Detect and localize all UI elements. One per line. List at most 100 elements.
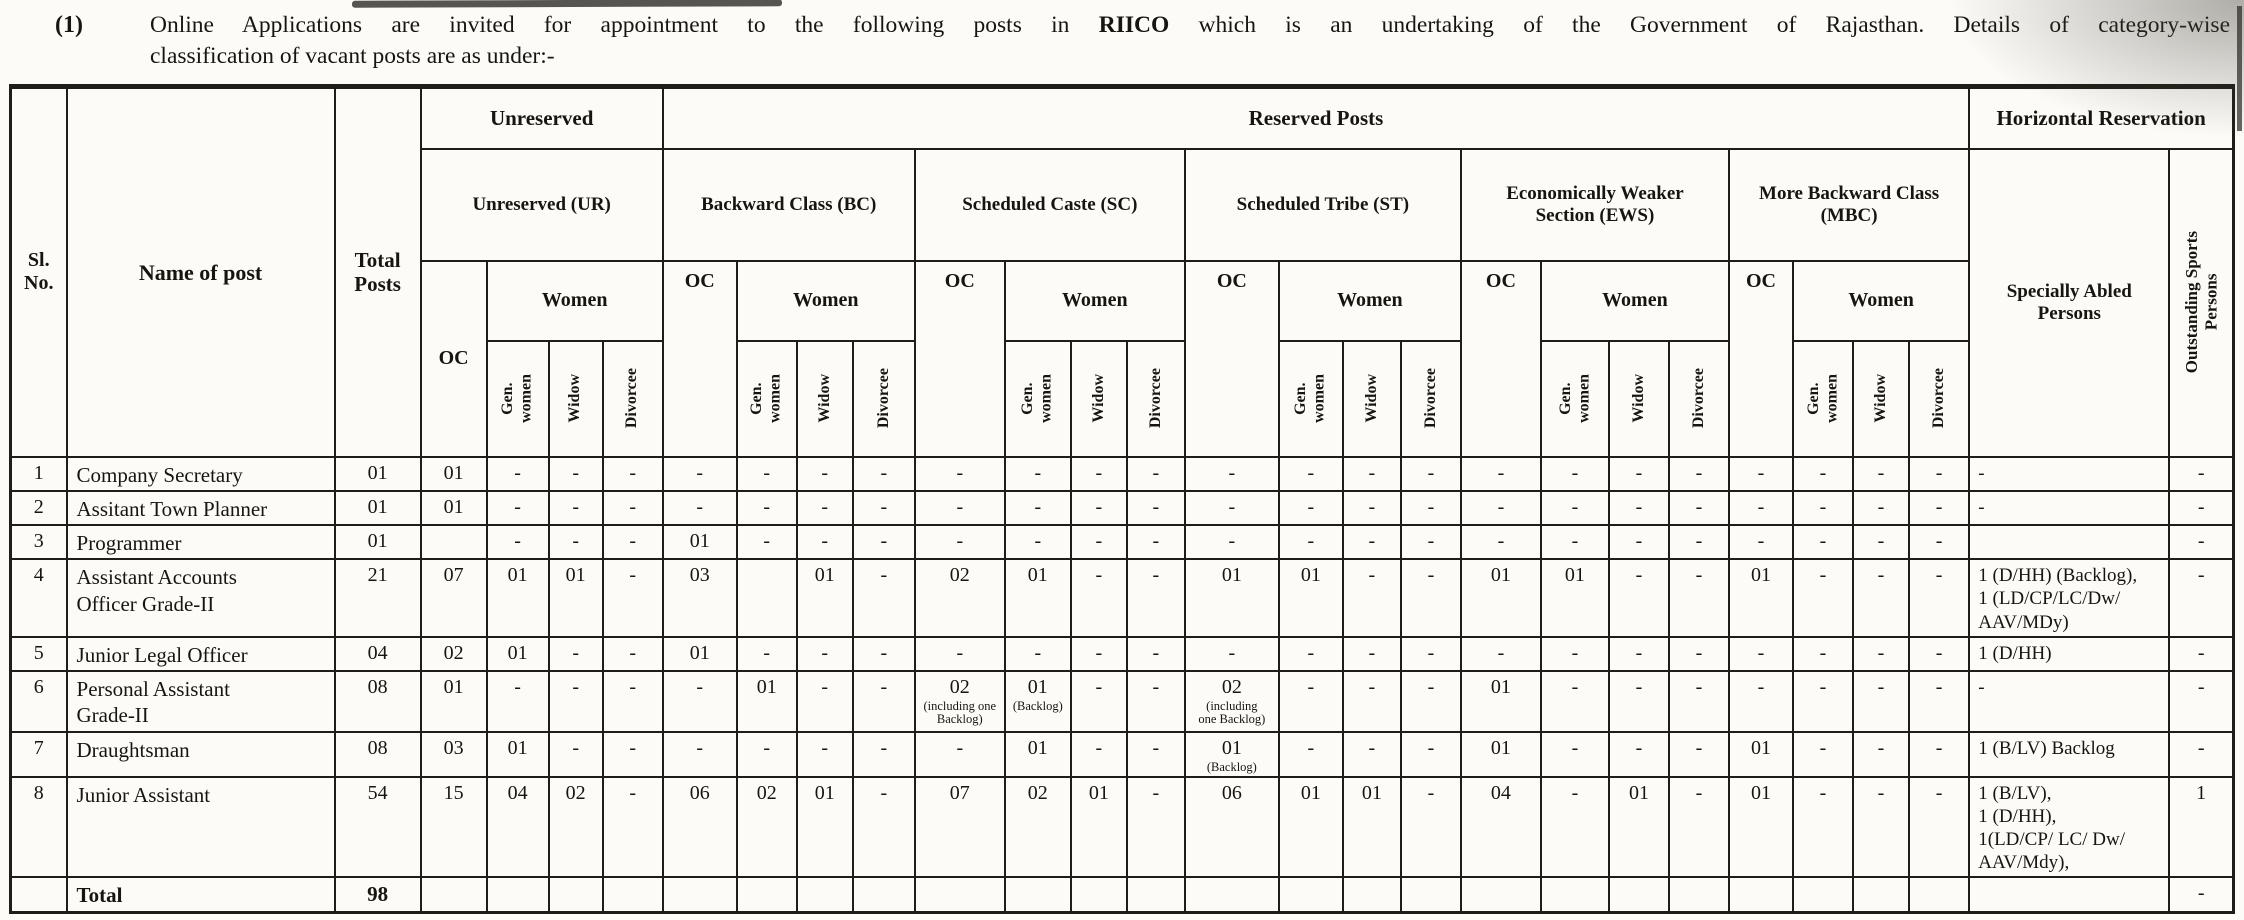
category-cell: - [1851,558,1911,638]
category-cell: 01 [1459,558,1542,638]
header-gen-women-label: Gen. women [1292,374,1328,423]
category-cell: - [1667,523,1730,561]
category-cell: - [913,489,1006,527]
category-cell: - [1727,489,1794,527]
total-posts-value: 01 [333,523,422,561]
header-widow: Widow [1851,339,1911,458]
category-cell: - [1277,523,1344,561]
header-category-sc: Scheduled Caste (SC) [913,147,1186,262]
category-cell [601,876,664,914]
category-cell: 01 [795,558,854,638]
category-cell: 02 (including one Backlog) [1183,670,1280,733]
category-cell: - [1851,730,1911,778]
text-segment: RIICO [1098,12,1170,38]
header-oc-st: OC [1183,259,1280,458]
item-number: (1) [55,12,83,38]
header-outstanding-sports-label: Outstanding Sports Persons [2181,231,2221,374]
category-cell: - [547,455,604,492]
row-serial: 2 [9,489,68,527]
header-widow: Widow [795,339,854,458]
category-cell: - [1277,489,1344,527]
category-cell [1183,876,1280,914]
category-cell [1341,876,1402,914]
category-cell: - [1459,523,1542,561]
row-serial: 7 [9,730,68,778]
category-cell: - [1727,523,1794,561]
category-cell: - [1459,635,1542,673]
category-cell: - [1341,635,1402,673]
category-cell: - [1667,635,1730,673]
category-cell: 01 [661,635,738,673]
specially-abled-cell [1968,876,2171,914]
table-header: Sl. No. Name of post Total Posts Unreser… [9,85,2235,458]
category-cell: 02 (including one Backlog) [913,670,1006,733]
category-cell: - [1125,635,1186,673]
category-cell: - [1399,523,1462,561]
category-cell: - [1607,670,1670,733]
category-cell: - [1727,635,1794,673]
header-name-of-post: Name of post [65,85,336,458]
category-cell: 04 [485,775,550,879]
category-cell: 01 [419,670,488,733]
category-cell: - [1069,730,1128,778]
header-women-bc: Women [735,259,916,342]
category-cell: - [1539,523,1610,561]
category-cell: - [735,489,798,527]
category-cell: 01 [419,455,488,492]
category-cell: 01 [1069,775,1128,879]
category-cell: - [1908,455,1971,492]
category-cell: 03 [419,730,488,778]
category-cell: - [735,455,798,492]
category-cell: - [1791,455,1855,492]
header-oc-bc: OC [661,259,738,458]
category-cell: - [1667,489,1730,527]
header-women-sub-row: Gen. women Widow Divorcee Gen. women Widow Di… [11,339,2234,458]
category-cell: - [913,730,1006,778]
category-cell: - [1908,670,1971,733]
post-name: Assitant Town Planner [65,489,336,527]
category-cell [735,876,798,914]
table-row: 6 Personal Assistant Grade-II 08 01- - - -01- -… [9,670,2235,733]
category-cell: - [1908,635,1971,673]
category-cell: - [795,670,854,733]
category-cell: - [1341,523,1402,561]
header-category-ur: Unreserved (UR) [419,147,664,262]
category-cell: - [1341,489,1402,527]
header-gen-women-label: Gen. women [499,374,535,423]
total-posts-value: 01 [333,489,422,527]
total-posts-value: 98 [333,876,422,914]
header-gen-women: Gen. women [735,339,798,458]
header-group-unreserved: Unreserved [419,85,664,150]
category-cell: - [1277,670,1344,733]
category-cell [1399,876,1462,914]
category-cell: 01 [1607,775,1670,879]
category-cell: - [1851,775,1911,879]
header-women-ur: Women [485,259,664,342]
header-divorcee: Divorcee [1125,339,1186,458]
category-cell: - [1539,489,1610,527]
category-cell: - [1125,489,1186,527]
cell-value: 01 [1221,736,1242,759]
intro-line-2: classification of vacant posts are as un… [150,43,555,69]
outstanding-sports-cell: - [2168,523,2235,561]
specially-abled-cell: 1 (B/LV) Backlog [1968,730,2171,778]
category-cell: 01 [1003,730,1072,778]
category-cell: - [1399,455,1462,492]
specially-abled-cell: - [1968,670,2171,733]
header-widow-label: Widow [1871,374,1889,423]
text-segment: Online Applications are invited for appo… [150,12,1099,38]
category-cell: 02 [913,558,1006,638]
outstanding-sports-cell: - [2168,558,2235,638]
header-divorcee: Divorcee [851,339,916,458]
category-cell: 06 [661,775,738,879]
category-cell: 01 [735,670,798,733]
total-posts-value: 08 [333,730,422,778]
intro-text: Online Applications are invited for appo… [150,10,2230,72]
category-cell: - [851,635,916,673]
category-cell: - [1183,455,1280,492]
category-cell: 01 [1727,730,1794,778]
category-cell: - [851,489,916,527]
header-widow-label: Widow [566,374,584,423]
header-divorcee: Divorcee [1667,339,1730,458]
category-cell: - [851,730,916,778]
